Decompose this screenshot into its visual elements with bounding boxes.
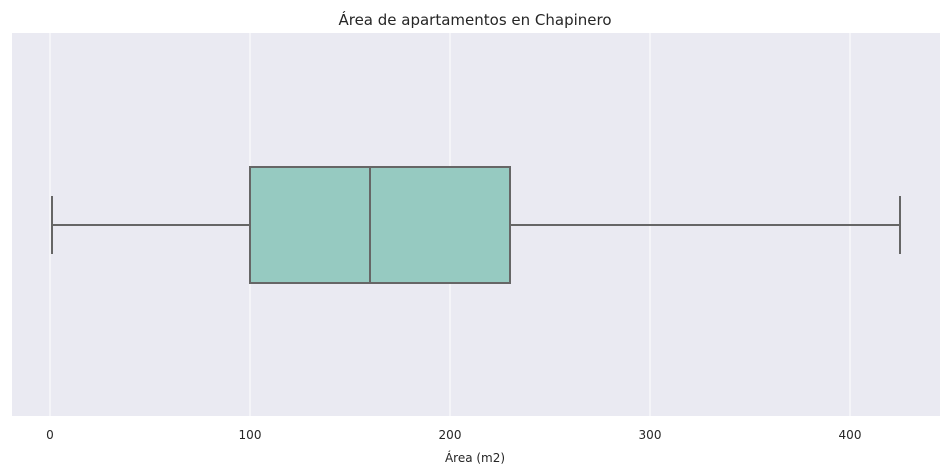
x-tick-label: 100 [239, 428, 262, 442]
x-tick-label: 400 [839, 428, 862, 442]
x-tick-label: 300 [639, 428, 662, 442]
interquartile-box [249, 166, 511, 284]
x-axis-ticks: 0 100 200 300 400 [46, 428, 861, 442]
x-axis-label: Área (m2) [445, 450, 505, 465]
x-tick-label: 0 [46, 428, 54, 442]
chart-title: Área de apartamentos en Chapinero [338, 10, 611, 29]
box-plot [51, 166, 901, 284]
x-tick-label: 200 [439, 428, 462, 442]
